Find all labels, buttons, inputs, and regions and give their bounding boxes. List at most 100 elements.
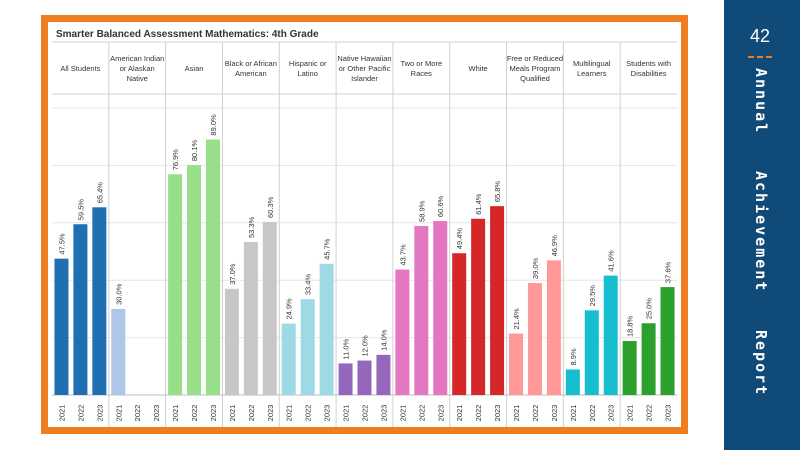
x-tick-label: 2023 [152, 405, 161, 422]
bar-all-students-2021 [54, 258, 69, 395]
group-label-multilingual-learners: Learners [577, 69, 607, 78]
x-tick-label: 2021 [114, 405, 123, 422]
x-tick-label: 2022 [417, 405, 426, 422]
group-label-free-or-reduced-meals-program-qualified: Free or Reduced [507, 54, 563, 63]
group-label-free-or-reduced-meals-program-qualified: Meals Program [510, 64, 561, 73]
x-tick-label: 2023 [607, 405, 616, 422]
data-label-asian-2021: 76.9% [171, 149, 180, 171]
data-label-students-with-disabilities-2023: 37.6% [664, 261, 673, 283]
x-tick-label: 2021 [342, 405, 351, 422]
x-tick-label: 2022 [645, 405, 654, 422]
x-tick-label: 2022 [190, 405, 199, 422]
bar-two-or-more-races-2023 [433, 221, 448, 395]
x-tick-label: 2023 [550, 405, 559, 422]
bar-native-hawaiian-or-other-pacific-islander-2022 [357, 360, 372, 395]
bar-black-or-african-american-2021 [224, 288, 239, 395]
group-label-asian: Asian [185, 64, 204, 73]
data-label-all-students-2022: 59.5% [76, 199, 85, 221]
data-label-two-or-more-races-2021: 43.7% [398, 244, 407, 266]
bar-native-hawaiian-or-other-pacific-islander-2023 [376, 354, 391, 395]
x-tick-label: 2021 [398, 405, 407, 422]
bar-native-hawaiian-or-other-pacific-islander-2021 [338, 363, 353, 395]
data-label-two-or-more-races-2022: 58.9% [417, 200, 426, 222]
bar-students-with-disabilities-2023 [660, 287, 675, 395]
data-label-black-or-african-american-2023: 60.3% [266, 196, 275, 218]
x-tick-label: 2023 [664, 405, 673, 422]
group-label-white: White [469, 64, 488, 73]
bar-black-or-african-american-2022 [243, 242, 258, 395]
data-label-multilingual-learners-2023: 41.6% [607, 250, 616, 272]
group-label-all-students: All Students [60, 64, 100, 73]
group-label-american-indian-or-alaskan-native: or Alaskan [120, 64, 155, 73]
x-tick-label: 2022 [76, 405, 85, 422]
x-tick-label: 2022 [361, 405, 370, 422]
data-label-white-2023: 65.8% [493, 181, 502, 203]
x-tick-label: 2021 [171, 405, 180, 422]
group-label-native-hawaiian-or-other-pacific-islander: Islander [351, 74, 378, 83]
bar-black-or-african-american-2023 [262, 221, 277, 395]
bar-multilingual-learners-2022 [584, 310, 599, 395]
data-label-black-or-african-american-2021: 37.0% [228, 263, 237, 285]
side-title-word-annual: Annual [752, 68, 770, 135]
x-tick-label: 2022 [531, 405, 540, 422]
bar-two-or-more-races-2022 [414, 225, 429, 395]
chart-panel [48, 22, 681, 427]
bar-all-students-2022 [73, 224, 88, 395]
side-title: Annual Achievement Report [752, 68, 770, 422]
x-tick-label: 2023 [493, 405, 502, 422]
data-label-multilingual-learners-2022: 29.5% [588, 285, 597, 307]
side-title-word-achievement: Achievement [752, 171, 770, 293]
bar-hispanic-or-latino-2023 [319, 263, 334, 395]
data-label-native-hawaiian-or-other-pacific-islander-2021: 11.0% [342, 338, 351, 359]
bar-hispanic-or-latino-2021 [281, 323, 296, 395]
x-tick-label: 2021 [569, 405, 578, 422]
group-label-american-indian-or-alaskan-native: American Indian [110, 54, 164, 63]
group-label-multilingual-learners: Multilingual [573, 59, 611, 68]
side-title-word-report: Report [752, 329, 770, 396]
group-label-hispanic-or-latino: Hispanic or [289, 59, 327, 68]
group-label-two-or-more-races: Two or More [400, 59, 442, 68]
x-tick-label: 2022 [304, 405, 313, 422]
page-number-rule [748, 56, 772, 58]
x-tick-label: 2022 [588, 405, 597, 422]
data-label-all-students-2021: 47.5% [57, 233, 66, 255]
bar-free-or-reduced-meals-program-qualified-2023 [546, 260, 561, 395]
bar-hispanic-or-latino-2022 [300, 299, 315, 395]
sidebar [724, 0, 800, 450]
group-label-two-or-more-races: Races [411, 69, 433, 78]
group-label-american-indian-or-alaskan-native: Native [127, 74, 148, 83]
x-tick-label: 2022 [474, 405, 483, 422]
bar-asian-2023 [205, 139, 220, 395]
bar-multilingual-learners-2023 [603, 275, 618, 395]
data-label-multilingual-learners-2021: 8.9% [569, 348, 578, 365]
data-label-asian-2022: 80.1% [190, 140, 199, 162]
x-tick-label: 2022 [133, 405, 142, 422]
group-label-native-hawaiian-or-other-pacific-islander: or Other Pacific [339, 64, 391, 73]
x-tick-label: 2021 [626, 405, 635, 422]
bar-free-or-reduced-meals-program-qualified-2022 [527, 283, 542, 395]
data-label-free-or-reduced-meals-program-qualified-2022: 39.0% [531, 257, 540, 279]
bar-students-with-disabilities-2022 [641, 323, 656, 395]
x-tick-label: 2023 [379, 405, 388, 422]
x-tick-label: 2021 [512, 405, 521, 422]
group-label-native-hawaiian-or-other-pacific-islander: Native Hawaiian [337, 54, 391, 63]
group-label-students-with-disabilities: Students with [626, 59, 671, 68]
x-tick-label: 2023 [266, 405, 275, 422]
data-label-hispanic-or-latino-2023: 45.7% [323, 238, 332, 260]
bar-asian-2022 [187, 165, 202, 395]
bar-american-indian-or-alaskan-native-2021 [111, 308, 126, 395]
bar-all-students-2023 [92, 207, 107, 395]
x-tick-label: 2021 [455, 405, 464, 422]
bar-two-or-more-races-2021 [395, 269, 410, 395]
data-label-free-or-reduced-meals-program-qualified-2021: 21.4% [512, 308, 521, 330]
data-label-students-with-disabilities-2022: 25.0% [645, 298, 654, 320]
data-label-native-hawaiian-or-other-pacific-islander-2023: 14.0% [379, 329, 388, 351]
data-label-two-or-more-races-2023: 60.6% [436, 195, 445, 217]
bar-white-2023 [490, 206, 505, 395]
group-label-hispanic-or-latino: Latino [297, 69, 317, 78]
bar-white-2021 [452, 253, 467, 395]
data-label-native-hawaiian-or-other-pacific-islander-2022: 12.0% [361, 335, 370, 357]
group-label-black-or-african-american: Black or African [225, 59, 277, 68]
x-tick-label: 2023 [323, 405, 332, 422]
bar-white-2022 [471, 218, 486, 395]
